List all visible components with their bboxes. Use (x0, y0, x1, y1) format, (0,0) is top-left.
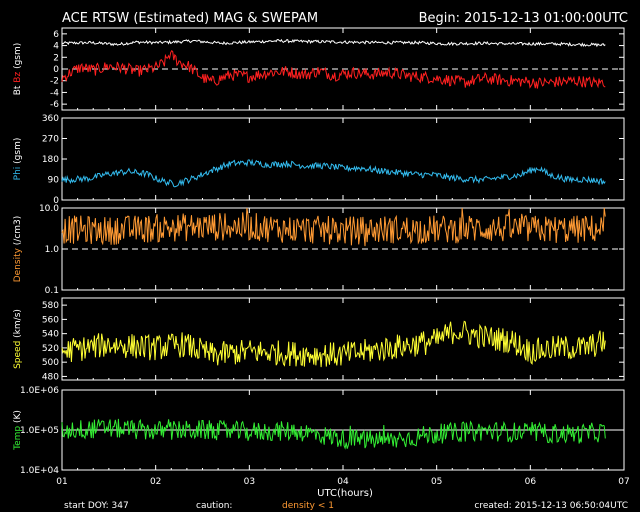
y-axis-label-part: Speed (13, 341, 23, 369)
series-speed (61, 320, 606, 368)
y-tick-label: 580 (42, 301, 59, 311)
y-tick-label: 1.0E+05 (20, 426, 59, 436)
y-tick-label: 2 (53, 53, 59, 63)
y-axis-label-part: (km/s) (13, 309, 23, 341)
x-tick-label: 07 (618, 477, 629, 487)
y-tick-label: 520 (42, 344, 59, 354)
y-tick-label: 1.0E+06 (20, 386, 59, 396)
panel-frame (61, 297, 625, 381)
y-tick-label: -6 (50, 100, 59, 110)
panel-speed: 580 560 540 520 500 480 Speed (km/s) (13, 297, 625, 382)
y-tick-label: 1.0E+04 (20, 466, 59, 476)
density-caution: density < 1 (282, 501, 334, 511)
y-tick-label: 480 (42, 372, 59, 382)
series-phi (61, 158, 606, 188)
chart-panels: 6 42 0 -2-4 -6 Bt Bz (gsm) 360 270 180 90 0 Phi (gs… (13, 27, 630, 487)
y-axis-label-part: Temp (13, 426, 23, 451)
y-tick-label: -2 (50, 77, 59, 87)
y-tick-label: 360 (42, 114, 59, 124)
y-tick-label: 0 (53, 65, 59, 75)
begin-time: Begin: 2015-12-13 01:00:00UTC (419, 11, 628, 26)
y-axis-label: Speed (km/s) (13, 309, 23, 369)
y-axis-label-part: (/cm3) (13, 216, 23, 248)
y-tick-label: -4 (50, 88, 59, 98)
y-axis-label-part: (gsm) (13, 138, 23, 167)
y-tick-label: 500 (42, 358, 59, 368)
x-tick-label: 05 (431, 477, 442, 487)
y-axis-label: Bt Bz (gsm) (13, 43, 23, 96)
start-doy: start DOY: 347 (64, 501, 129, 511)
y-tick-label: 0 (53, 196, 59, 206)
x-tick-label: 06 (525, 477, 537, 487)
y-axis-label-part: (K) (13, 410, 23, 426)
panel-phi: 360 270 180 90 0 Phi (gsm) (13, 114, 625, 206)
x-tick-label: 04 (337, 477, 349, 487)
panel-mag: 6 42 0 -2-4 -6 Bt Bz (gsm) (13, 27, 625, 111)
series-bz (61, 49, 606, 89)
caution-label: caution: (196, 501, 232, 511)
panel-temp: 1.0E+06 1.0E+05 1.0E+04 Temp (K) (13, 386, 625, 476)
y-axis-label-part: Phi (13, 167, 23, 181)
created-time: created: 2015-12-13 06:50:04UTC (474, 501, 628, 511)
y-axis-label: Phi (gsm) (13, 138, 23, 181)
y-tick-label: 6 (53, 30, 59, 40)
y-tick-label: 90 (48, 176, 60, 186)
y-axis-label: Density (/cm3) (13, 216, 23, 283)
y-axis-label-part: Bt (13, 85, 23, 95)
x-tick-label: 02 (150, 477, 161, 487)
y-tick-label: 180 (42, 155, 59, 165)
y-tick-label: 540 (42, 330, 59, 340)
y-axis-label-part: Bz (13, 72, 23, 86)
y-tick-label: 270 (42, 135, 59, 145)
x-tick-label: 01 (56, 477, 67, 487)
chart-title: ACE RTSW (Estimated) MAG & SWEPAM (62, 11, 318, 26)
x-axis-label: UTC(hours) (317, 488, 373, 499)
y-tick-label: 1.0 (45, 245, 60, 255)
x-tick-label: 03 (244, 477, 255, 487)
y-tick-label: 0.1 (45, 286, 59, 296)
series-temp (61, 418, 606, 450)
panel-density: 10.0 1.0 0.1 Density (/cm3) (13, 204, 625, 296)
y-tick-label: 4 (53, 42, 59, 52)
y-tick-label: 10.0 (39, 204, 59, 214)
y-axis-label-part: Density (13, 247, 23, 282)
y-axis-label-part: (gsm) (13, 43, 23, 72)
y-tick-label: 560 (42, 315, 59, 325)
panel-frame (61, 117, 625, 201)
y-axis-label: Temp (K) (13, 410, 23, 451)
series-density (61, 207, 606, 247)
series-bt (61, 38, 606, 48)
